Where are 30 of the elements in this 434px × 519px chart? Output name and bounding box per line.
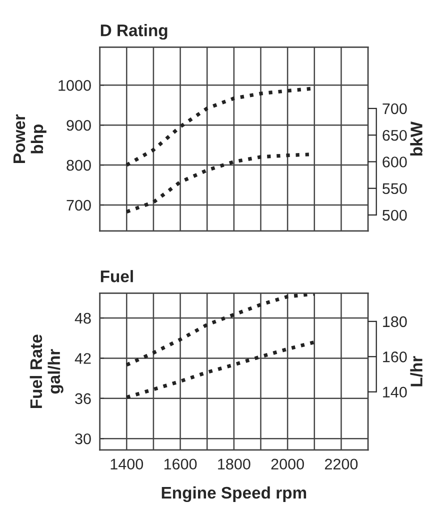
x-tick-label: 2200 xyxy=(324,458,358,470)
chart-title: D Rating xyxy=(100,24,168,40)
y2-tick-label: 650 xyxy=(382,130,407,141)
x-tick-label: 1400 xyxy=(110,458,144,470)
y-tick-label: 30 xyxy=(75,433,91,444)
line-series xyxy=(124,293,316,367)
chart-title: Fuel xyxy=(100,270,133,282)
y-tick-label: 48 xyxy=(74,312,91,324)
y2-tick-label: 160 xyxy=(383,352,407,362)
y-tick-label: 900 xyxy=(66,120,91,131)
line-series xyxy=(124,340,316,400)
x-tick-label: 1600 xyxy=(164,458,197,470)
y2-tick-label: 180 xyxy=(383,316,407,328)
x-axis-title: Engine Speed rpm xyxy=(162,486,306,502)
y-tick-label: 800 xyxy=(66,160,91,171)
x-tick-label: 2000 xyxy=(271,458,304,470)
y2-tick-label: 500 xyxy=(382,210,407,221)
y-axis-title: Fuel Rate gal/hr xyxy=(30,334,64,408)
y2-axis-title: bkW xyxy=(410,122,422,156)
y-tick-label: 1000 xyxy=(58,80,91,91)
y2-tick-label: 700 xyxy=(382,103,407,114)
y2-tick-label: 600 xyxy=(382,156,407,168)
y-tick-label: 36 xyxy=(75,393,91,404)
y2-tick-label: 140 xyxy=(383,386,407,398)
y-tick-label: 700 xyxy=(66,200,91,211)
y2-axis-title: L/hr xyxy=(410,356,423,386)
y-tick-label: 42 xyxy=(74,353,91,364)
y2-tick-label: 550 xyxy=(382,183,407,194)
y-axis-title: Power bhp xyxy=(14,114,46,163)
x-tick-label: 1800 xyxy=(218,458,250,470)
